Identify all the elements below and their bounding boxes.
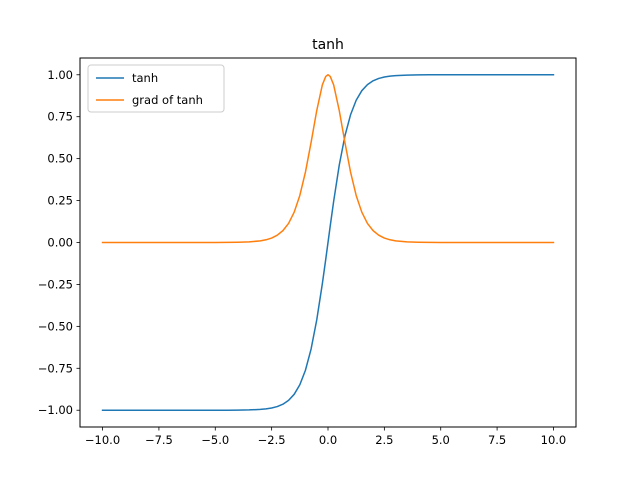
series-line-0 — [101, 74, 555, 411]
x-axis-ticks: −10.0 −7.5 −5.0 −2.5 0.0 2.5 5.0 7.5 10.0 — [85, 427, 566, 447]
x-tick-label: 10.0 — [541, 433, 567, 447]
x-tick-label: −7.5 — [145, 433, 173, 447]
legend-label-1: grad of tanh — [132, 93, 203, 107]
y-tick-label: −0.50 — [38, 319, 73, 333]
y-tick-label: −0.25 — [38, 277, 73, 291]
x-tick-label: 7.5 — [488, 433, 506, 447]
x-tick-label: 0.0 — [319, 433, 337, 447]
chart-title: tanh — [312, 37, 344, 53]
y-tick-label: 0.50 — [47, 152, 73, 166]
legend-label-0: tanh — [132, 71, 158, 85]
plot-frame — [79, 57, 577, 428]
x-tick-label: −2.5 — [258, 433, 286, 447]
y-tick-label: 0.00 — [47, 236, 73, 250]
y-axis-ticks: −1.00 −0.75 −0.50 −0.25 0.00 0.25 0.50 0.75 1.00 — [38, 68, 80, 417]
legend: tanh grad of tanh — [87, 64, 225, 113]
x-tick-label: 5.0 — [432, 433, 450, 447]
x-tick-label: 2.5 — [375, 433, 393, 447]
y-tick-label: −1.00 — [38, 403, 73, 417]
y-tick-label: 0.25 — [47, 194, 73, 208]
x-tick-label: −10.0 — [85, 433, 120, 447]
series-layer — [101, 74, 555, 411]
y-tick-label: 0.75 — [47, 110, 73, 124]
x-tick-label: −5.0 — [201, 433, 229, 447]
y-tick-label: 1.00 — [47, 68, 73, 82]
series-line-1 — [101, 74, 555, 244]
y-tick-label: −0.75 — [38, 361, 73, 375]
